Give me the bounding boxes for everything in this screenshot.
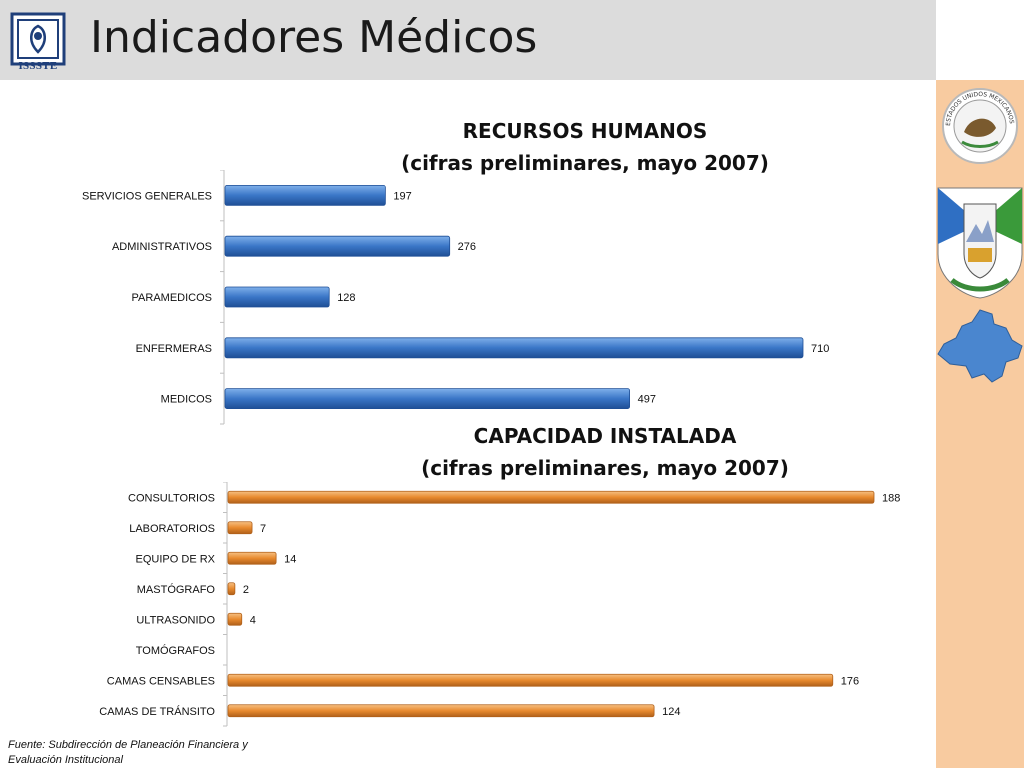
data-label: 7 <box>260 523 266 535</box>
category-label: MEDICOS <box>161 394 212 406</box>
category-label: TOMÓGRAFOS <box>136 644 215 657</box>
data-label: 276 <box>458 241 476 253</box>
data-label: 197 <box>393 190 411 202</box>
data-label: 2 <box>243 584 249 596</box>
hr-bar-chart: SERVICIOS GENERALES 197 ADMINISTRATIVOS 276… <box>82 170 829 425</box>
data-label: 124 <box>662 706 680 718</box>
hr-chart-title-line2: (cifras preliminares, mayo 2007) <box>401 151 769 175</box>
bar <box>224 337 804 359</box>
source-line-1: Fuente: Subdirección de Planeación Finan… <box>8 739 248 751</box>
source-line-2: Evaluación Institucional <box>8 754 123 766</box>
issste-logo-icon <box>10 12 66 66</box>
ci-chart-title-line2: (cifras preliminares, mayo 2007) <box>421 456 789 480</box>
category-label: MASTÓGRAFO <box>137 583 216 596</box>
bar <box>227 582 236 596</box>
bar <box>227 521 253 535</box>
bar <box>224 184 386 206</box>
page-title: Indicadores Médicos <box>90 12 538 63</box>
hr-chart-title: RECURSOS HUMANOS (cifras preliminares, m… <box>380 115 790 179</box>
category-label: ENFERMERAS <box>136 343 212 355</box>
bar <box>227 551 277 565</box>
bar <box>227 673 834 687</box>
data-label: 4 <box>250 614 256 626</box>
category-label: CAMAS DE TRÁNSITO <box>99 705 215 718</box>
side-panel: ESTADOS UNIDOS MEXICANOS <box>936 0 1024 768</box>
data-label: 14 <box>284 553 296 565</box>
header-bar: ISSSTE Indicadores Médicos <box>0 0 936 80</box>
ci-bar-chart: CONSULTORIOS 188 LABORATORIOS 7 EQUIPO DE RX… <box>99 482 900 727</box>
data-label: 176 <box>841 675 859 687</box>
bar <box>227 490 875 504</box>
hr-chart-title-line1: RECURSOS HUMANOS <box>462 119 708 143</box>
category-label: EQUIPO DE RX <box>136 553 216 565</box>
ci-chart-title-line1: CAPACIDAD INSTALADA <box>473 424 737 448</box>
data-label: 710 <box>811 343 829 355</box>
bar <box>227 612 243 626</box>
logo-text: ISSSTE <box>18 60 58 72</box>
state-map-icon <box>937 309 1023 383</box>
data-label: 188 <box>882 492 900 504</box>
ci-chart-title: CAPACIDAD INSTALADA (cifras preliminares… <box>400 420 810 484</box>
side-panel-top <box>936 0 1024 80</box>
category-label: CONSULTORIOS <box>128 492 215 504</box>
data-label: 128 <box>337 292 355 304</box>
bar <box>227 704 655 718</box>
category-label: ULTRASONIDO <box>136 614 215 626</box>
data-label: 497 <box>638 394 656 406</box>
bar <box>224 286 330 308</box>
category-label: PARAMEDICOS <box>132 292 212 304</box>
bar <box>224 235 451 257</box>
category-label: ADMINISTRATIVOS <box>112 241 212 253</box>
state-coat-of-arms-icon <box>937 187 1023 299</box>
category-label: CAMAS CENSABLES <box>107 675 215 687</box>
category-label: SERVICIOS GENERALES <box>82 190 212 202</box>
bar <box>224 388 631 410</box>
category-label: LABORATORIOS <box>129 523 215 535</box>
mexico-seal-icon: ESTADOS UNIDOS MEXICANOS <box>942 88 1018 164</box>
source-footnote: Fuente: Subdirección de Planeación Finan… <box>8 738 278 768</box>
